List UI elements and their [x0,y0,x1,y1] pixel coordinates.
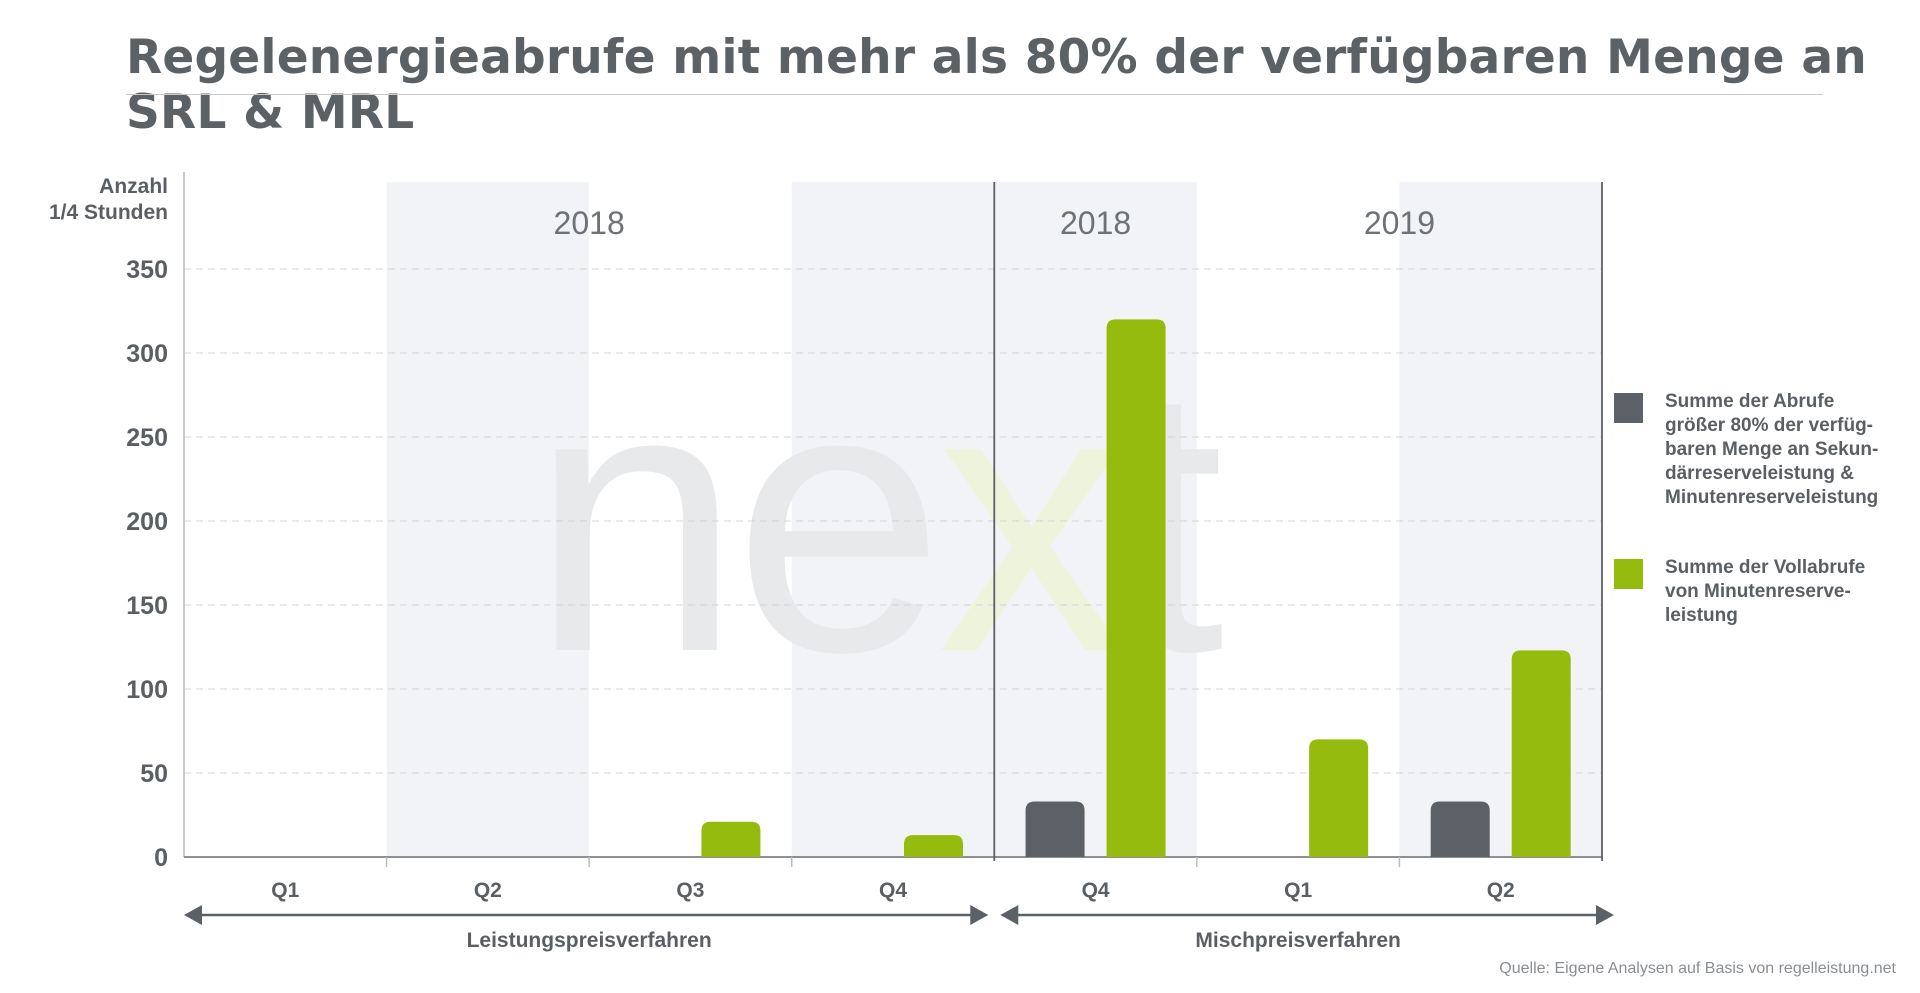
bar [1511,650,1571,857]
x-tick-label: Q4 [1082,879,1110,902]
background-band [791,182,995,857]
year-label: 2018 [554,205,625,241]
background-band [1399,182,1602,857]
legend-line: Summe der Abrufe [1665,391,1835,412]
bar [904,835,963,857]
regime-label: Mischpreisverfahren [1195,929,1400,952]
arrow-head-left [184,905,202,925]
title-divider [126,94,1823,95]
legend-item-abrufe: Summe der Abrufe größer 80% der verfüg- … [1614,390,1903,510]
y-tick-label: 350 [126,256,168,284]
legend-line: leistung [1665,605,1738,626]
y-tick-label: 100 [126,676,168,704]
year-label: 2019 [1364,205,1435,241]
legend-line: größer 80% der verfüg- [1665,415,1873,436]
arrow-head-left [1000,905,1019,925]
y-tick-label: 150 [126,592,168,620]
y-tick-label: 250 [126,424,168,452]
x-tick-label: Q1 [1284,879,1312,902]
year-label: 2018 [1060,205,1131,241]
watermark-letter: e [733,306,936,731]
legend-line: Minutenreserveleistung [1665,487,1879,508]
legend-swatch-dark [1614,393,1643,423]
legend-line: von Minutenreserve- [1665,581,1851,602]
legend-item-vollabrufe: Summe der Vollabrufe von Minutenreserve-… [1614,556,1903,628]
y-axis-label: Anzahl [99,175,168,198]
watermark-letter: n [530,306,733,731]
regime-label: Leistungspreisverfahren [467,929,712,952]
arrow-head-right [970,905,989,925]
y-tick-label: 0 [154,844,168,872]
legend-line: Summe der Vollabrufe [1665,557,1866,578]
bar [1309,739,1369,857]
legend-swatch-green [1614,559,1643,589]
x-tick-label: Q2 [474,879,502,902]
y-tick-label: 200 [126,508,168,536]
x-tick-label: Q3 [676,879,704,902]
legend-label-vollabrufe: Summe der Vollabrufe von Minutenreserve-… [1665,556,1903,628]
y-tick-label: 50 [140,760,168,788]
arrow-head-right [1596,905,1614,925]
x-tick-label: Q2 [1487,879,1515,902]
bar [1025,801,1085,857]
legend-label-abrufe: Summe der Abrufe größer 80% der verfüg- … [1665,390,1903,510]
y-tick-label: 300 [126,340,168,368]
watermark-logo: next [530,306,1226,731]
legend-line: baren Menge an Sekun- [1665,439,1879,460]
watermark-letter: x [937,306,1127,731]
bar [701,821,761,857]
source-note: Quelle: Eigene Analysen auf Basis von re… [1499,960,1896,977]
bar [1430,801,1490,857]
x-tick-label: Q1 [271,879,299,902]
background-band [386,182,590,857]
y-axis-label: 1/4 Stunden [49,201,168,224]
bar [1106,319,1166,857]
x-tick-label: Q4 [879,879,907,902]
legend-line: därreserveleistung & [1665,463,1855,484]
